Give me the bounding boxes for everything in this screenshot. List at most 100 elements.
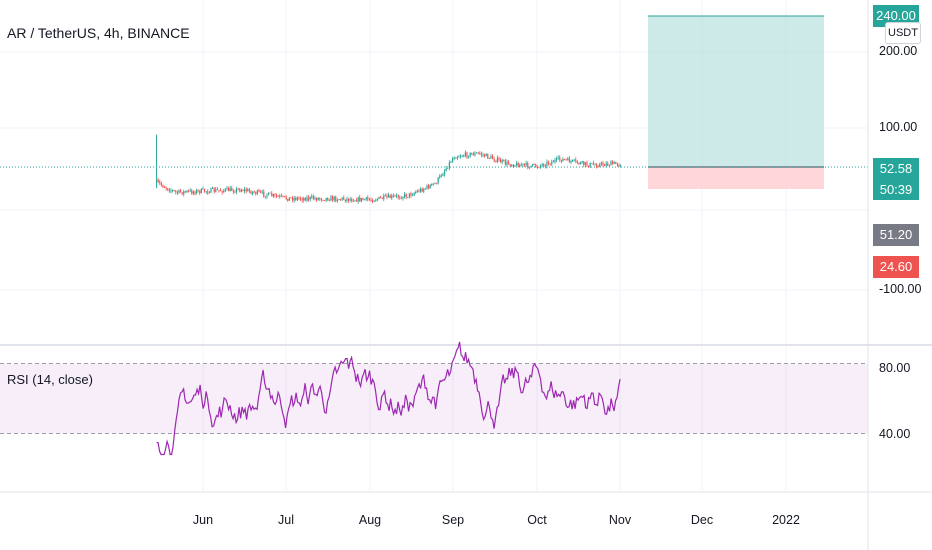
price-candle [290, 197, 292, 199]
price-candle [445, 165, 447, 172]
time-tick-label: Nov [608, 513, 632, 527]
price-candle [183, 189, 185, 197]
price-candle [439, 174, 441, 179]
price-candle [563, 158, 566, 161]
price-candle [210, 187, 212, 194]
price-candle [288, 197, 290, 201]
price-candle [562, 157, 564, 162]
price-candle [250, 189, 252, 195]
price-candle [509, 163, 511, 167]
price-candle [450, 160, 452, 163]
price-candle [186, 189, 188, 194]
price-candle [541, 162, 543, 168]
price-candle [234, 189, 236, 194]
price-candle [411, 193, 414, 197]
price-candle [200, 187, 202, 194]
price-candle [570, 159, 572, 165]
price-candle [328, 198, 330, 202]
price-candle [456, 155, 458, 160]
price-candle [368, 197, 370, 201]
price-candle [232, 188, 234, 195]
price-candle [213, 186, 215, 194]
price-candle [322, 199, 324, 201]
price-candle [499, 157, 502, 163]
price-candle [615, 161, 617, 164]
price-candle [536, 165, 538, 169]
price-candle [415, 190, 417, 195]
price-candle [416, 189, 418, 193]
price-candle [181, 192, 183, 196]
price-candle [528, 166, 530, 170]
price-candle [341, 197, 343, 201]
price-candle [266, 193, 268, 199]
price-candle [272, 193, 274, 198]
rsi-tick-label: 80.00 [879, 361, 911, 375]
price-candle [370, 197, 372, 203]
price-candle [568, 156, 570, 163]
price-candle [306, 195, 308, 203]
price-candle [218, 189, 220, 193]
price-candle [171, 189, 174, 193]
price-candle [426, 184, 428, 190]
price-candle [224, 188, 226, 192]
price-candle [523, 163, 526, 168]
price-candle [491, 154, 494, 160]
price-candle [594, 163, 596, 166]
price-candle [351, 197, 353, 203]
rsi-tick-label: 40.00 [879, 427, 911, 441]
price-candle [525, 160, 527, 167]
price-candle [498, 156, 500, 162]
price-candle [317, 196, 319, 201]
price-candle [343, 195, 345, 201]
price-candle [173, 189, 175, 192]
price-candle [391, 193, 393, 200]
price-candle [384, 193, 386, 197]
price-candle [490, 154, 492, 159]
price-candle [295, 196, 297, 202]
price-candle [338, 199, 340, 201]
price-candle [485, 153, 487, 157]
price-candle [495, 160, 497, 163]
price-candle [203, 188, 206, 193]
target-price-tag: 240.00 [873, 5, 919, 27]
price-candle [386, 193, 388, 200]
time-tick-label: Dec [690, 513, 714, 527]
stop-price-tag: 24.60 [873, 256, 919, 278]
price-candle [586, 160, 588, 168]
time-tick-label: Sep [441, 513, 465, 527]
price-candle [376, 198, 378, 202]
price-candle [589, 162, 591, 168]
price-candle [437, 177, 439, 185]
price-candle [352, 198, 354, 202]
price-candle [277, 195, 279, 198]
price-candle [293, 195, 295, 203]
price-candle [279, 193, 281, 199]
price-candle [583, 161, 585, 168]
price-candle [291, 195, 294, 203]
price-candle [354, 199, 356, 202]
price-candle [403, 191, 406, 199]
price-candle [229, 185, 231, 192]
rsi-indicator-title[interactable]: RSI (14, close) [7, 372, 93, 387]
price-candle [373, 200, 375, 202]
price-candle [514, 164, 516, 168]
price-candle [176, 190, 178, 195]
price-candle [418, 188, 420, 193]
price-candle [157, 178, 159, 184]
price-candle [264, 196, 266, 199]
price-candle [309, 196, 311, 202]
price-candle [610, 160, 612, 166]
price-candle [325, 197, 327, 203]
price-candle [581, 160, 583, 164]
price-candle [227, 186, 230, 192]
price-candle [274, 193, 276, 198]
price-candle [607, 161, 609, 167]
price-candle [187, 189, 190, 193]
price-candle [407, 196, 409, 198]
currency-button[interactable]: USDT [885, 22, 921, 44]
price-candle [527, 161, 529, 170]
price-candle [557, 155, 559, 160]
price-candle [579, 161, 582, 165]
price-candle [539, 164, 542, 169]
